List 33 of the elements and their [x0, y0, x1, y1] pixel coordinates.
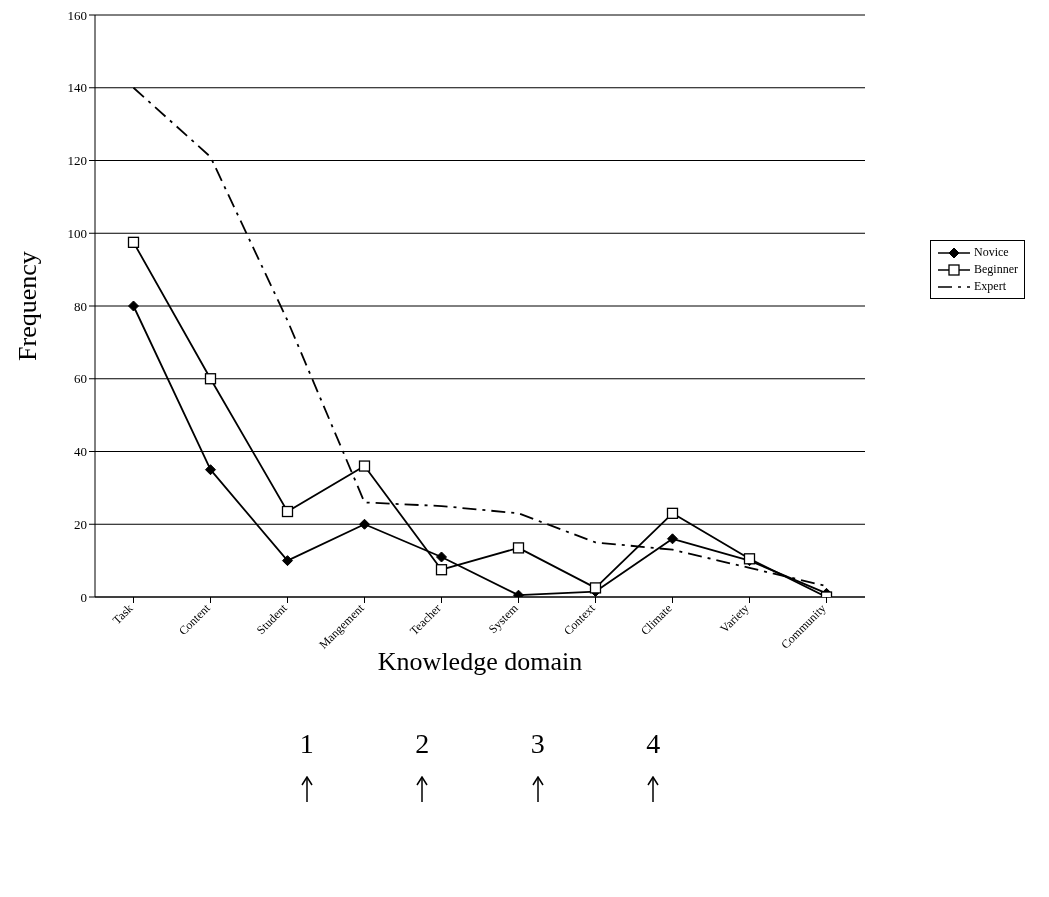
y-tick-label: 120 — [67, 153, 87, 169]
legend-label: Beginner — [973, 261, 1018, 278]
point — [281, 505, 294, 518]
y-tick-label: 160 — [67, 7, 87, 23]
point — [589, 582, 602, 594]
text: 2 — [414, 728, 431, 760]
point — [666, 507, 679, 519]
point — [359, 518, 370, 530]
legend-label: Expert — [973, 278, 1007, 295]
point — [358, 460, 371, 472]
text: 1 — [298, 728, 315, 760]
point — [436, 551, 447, 563]
text: 3 — [529, 728, 546, 760]
y-tick-label: 20 — [74, 516, 87, 532]
y-tick-label: 0 — [80, 589, 87, 605]
x-tick-label: Task — [109, 601, 136, 628]
point — [282, 555, 293, 567]
legend-label: Novice — [973, 244, 1010, 261]
y-tick-label: 140 — [67, 80, 87, 96]
y-tick-label: 40 — [74, 444, 87, 460]
point — [435, 564, 448, 576]
point — [512, 542, 525, 554]
point — [667, 533, 678, 545]
text: 4 — [645, 728, 662, 760]
y-tick-label: 60 — [74, 371, 87, 387]
x-axis-title: Knowledge domain — [377, 647, 583, 676]
y-tick-label: 80 — [74, 298, 87, 314]
y-tick-label: 100 — [67, 225, 87, 241]
y-axis-title: Frequency — [13, 251, 43, 361]
point — [128, 300, 139, 312]
point — [204, 373, 217, 385]
point — [127, 236, 140, 248]
point — [205, 464, 216, 476]
